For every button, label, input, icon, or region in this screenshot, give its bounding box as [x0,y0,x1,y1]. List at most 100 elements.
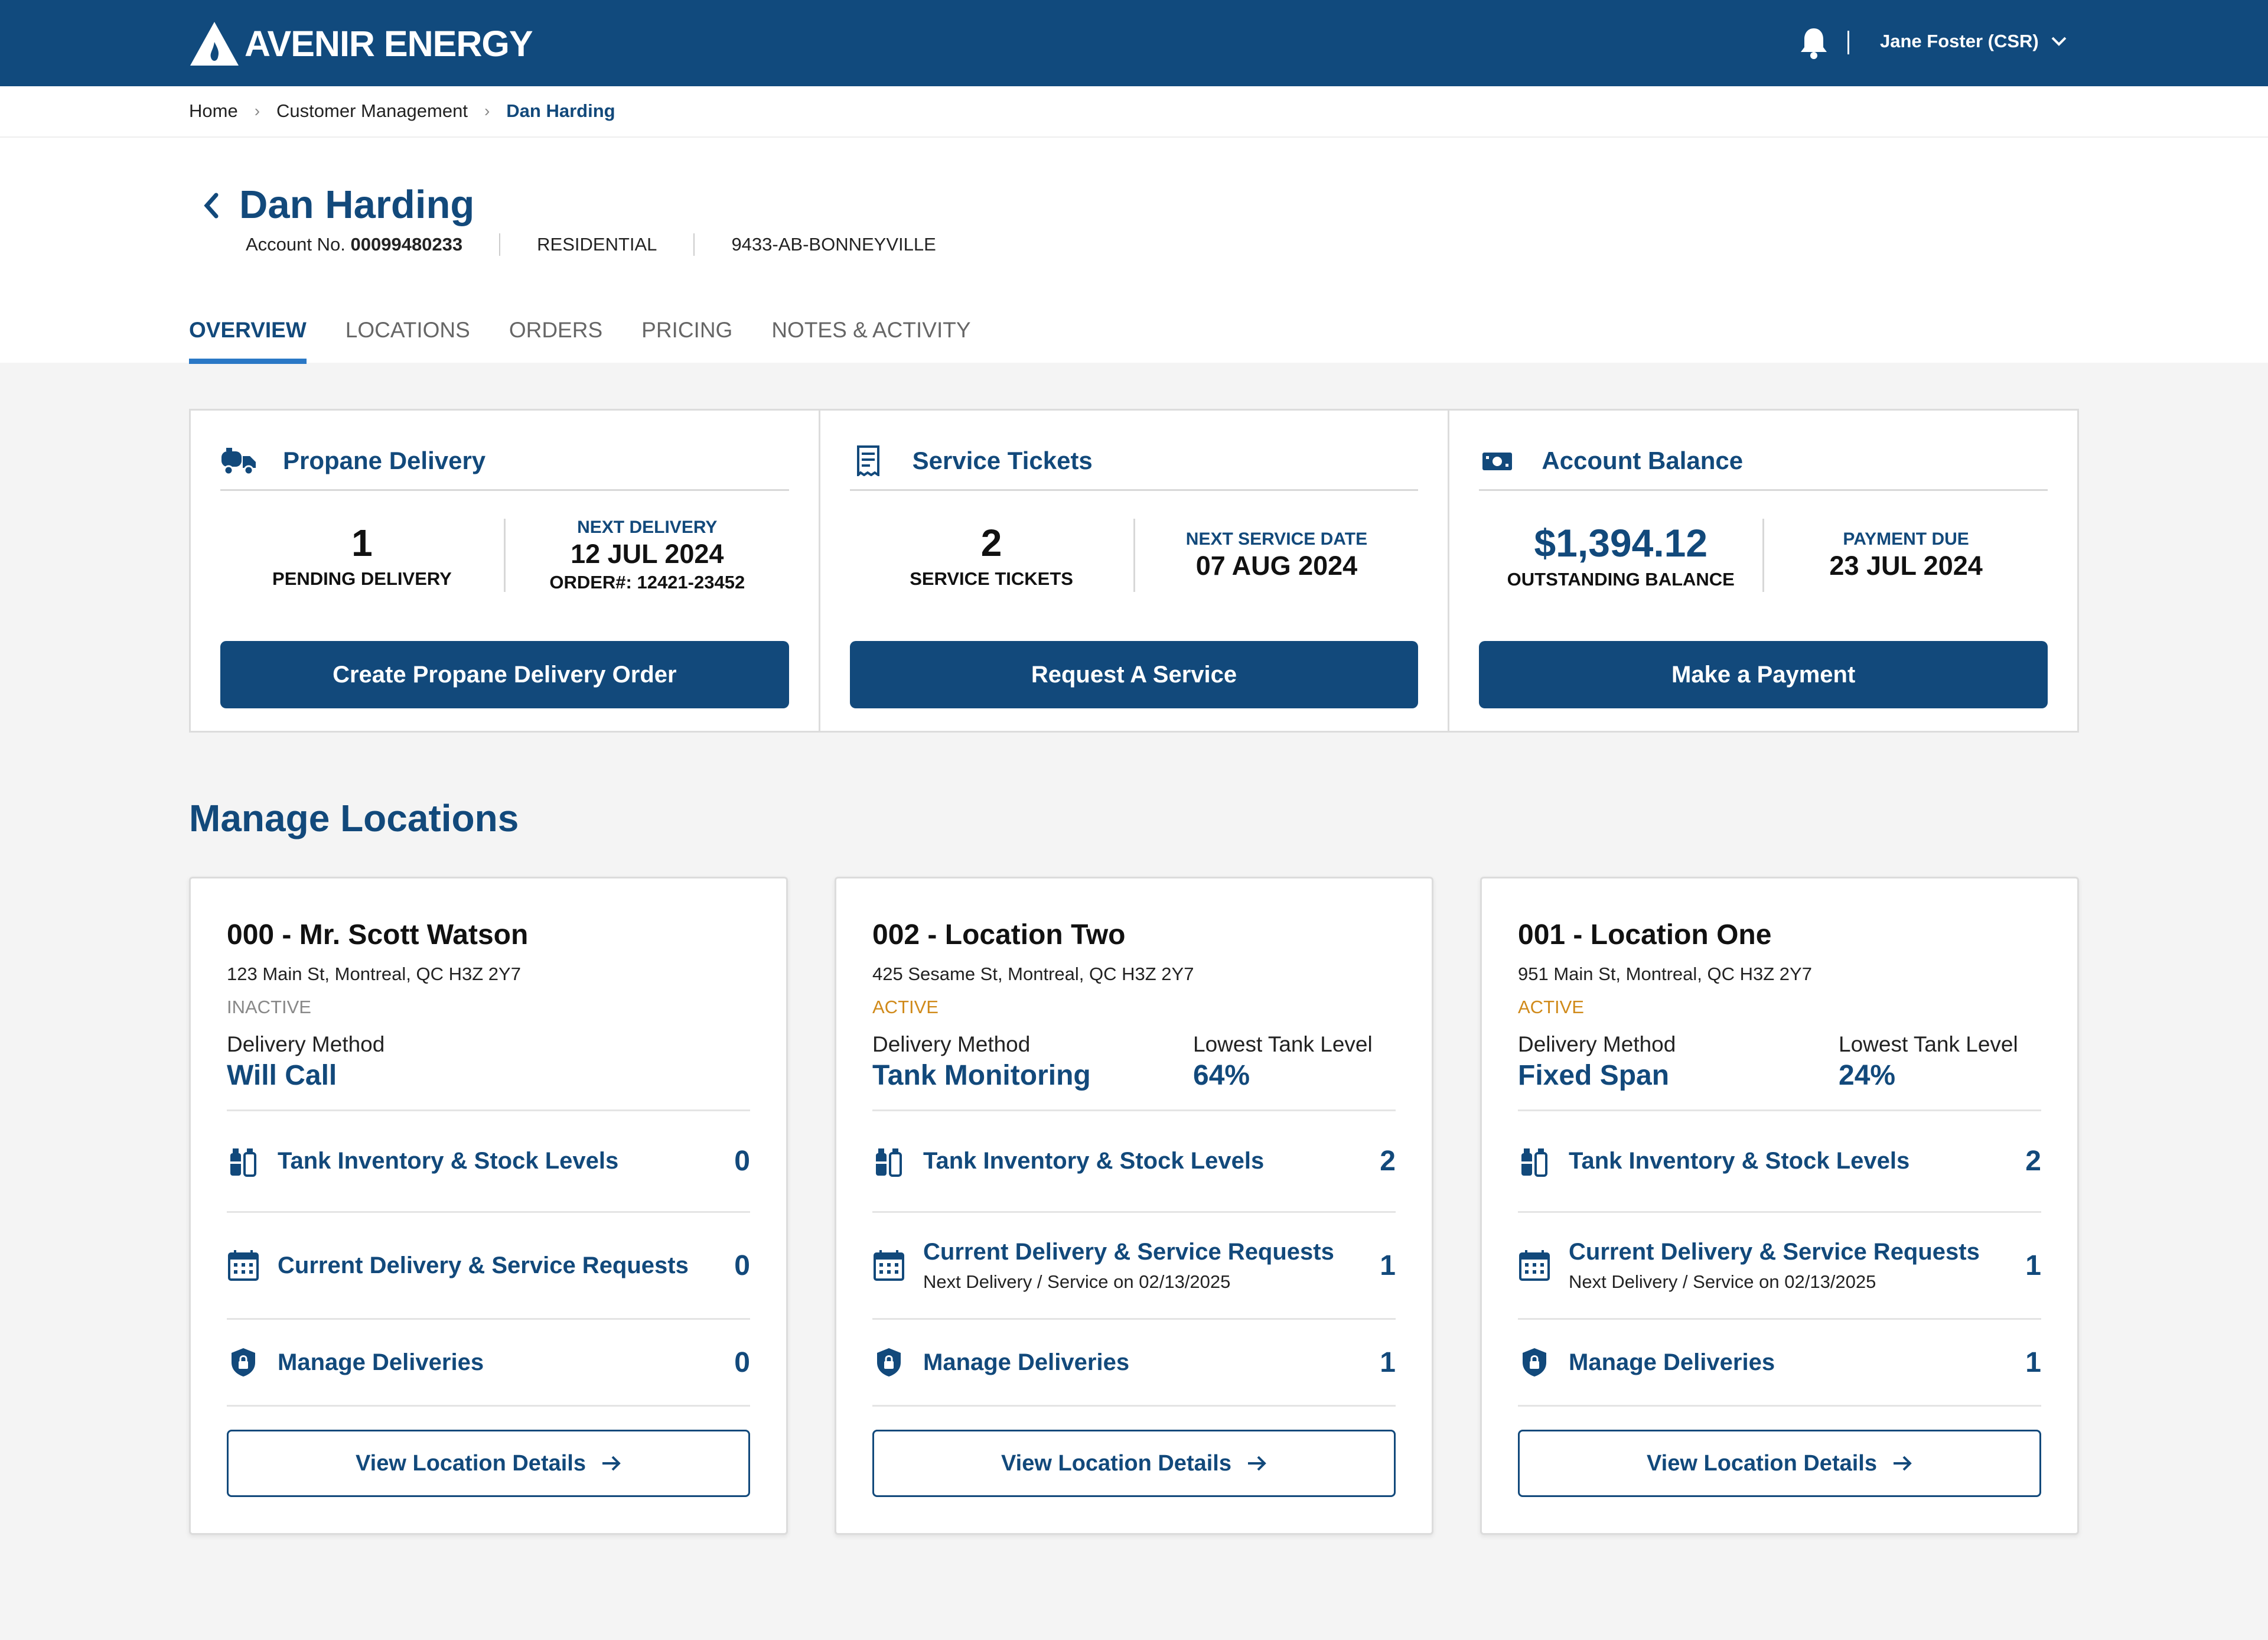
shield-lock-icon [877,1348,901,1377]
arrow-right-icon [1247,1456,1266,1471]
delivery-truck-icon [221,447,256,475]
row-label: Manage Deliveries [923,1349,1130,1375]
row-label: Manage Deliveries [278,1349,484,1375]
location-card: 000 - Mr. Scott Watson 123 Main St, Mont… [189,877,788,1535]
customer-region: 9433-AB-BONNEYVILLE [731,234,936,255]
lowest-tank-level-value: 64% [1193,1060,1250,1091]
manage-locations-title: Manage Locations [189,797,519,839]
view-location-details-button[interactable]: View Location Details [227,1430,750,1497]
make-payment-button[interactable]: Make a Payment [1479,641,2048,708]
brand-name: AVENIR ENERGY [245,24,533,64]
calendar-icon [874,1250,904,1281]
notification-bell-icon[interactable] [1798,26,1829,60]
delivery-method-value: Will Call [227,1060,337,1091]
cash-icon [1482,452,1513,470]
lowest-tank-level-label: Lowest Tank Level [1839,1032,2018,1056]
brand-logo[interactable]: AVENIR ENERGY [189,20,533,67]
user-name: Jane Foster (CSR) [1880,31,2039,51]
user-menu[interactable]: Jane Foster (CSR) [1880,31,2067,52]
tab-bar: OVERVIEW LOCATIONS ORDERS PRICING NOTES … [189,318,1010,364]
customer-header-area [0,86,2268,363]
tank-inventory-row[interactable]: Tank Inventory & Stock Levels 2 [1518,1109,2041,1211]
location-name: 002 - Location Two [872,919,1126,951]
account-summary-panel: Propane Delivery 1 PENDING DELIVERY NEXT… [189,409,2079,733]
row-label: Tank Inventory & Stock Levels [278,1148,619,1174]
back-arrow-icon[interactable] [198,188,222,223]
receipt-icon [856,445,879,476]
button-label: View Location Details [356,1450,586,1476]
service-ticket-count: 2 [980,522,1002,564]
panel-title: Account Balance [1542,446,1744,474]
location-card: 001 - Location One 951 Main St, Montreal… [1480,877,2079,1535]
button-label: View Location Details [1001,1450,1231,1476]
row-count: 1 [2025,1249,2041,1281]
row-sublabel: Next Delivery / Service on 02/13/2025 [923,1271,1231,1292]
location-address: 425 Sesame St, Montreal, QC H3Z 2Y7 [872,964,1194,984]
tank-inventory-row[interactable]: Tank Inventory & Stock Levels 0 [227,1109,750,1211]
row-count: 1 [1380,1249,1396,1281]
breadcrumb-home[interactable]: Home [189,100,238,121]
delivery-method-value: Fixed Span [1518,1060,1670,1091]
status-badge: ACTIVE [872,997,939,1017]
manage-deliveries-row[interactable]: Manage Deliveries 0 [227,1318,750,1405]
service-tickets-panel: Service Tickets 2 SERVICE TICKETS NEXT S… [820,411,1450,731]
divider [693,233,695,256]
tab-notes-activity[interactable]: NOTES & ACTIVITY [771,318,971,342]
top-header: AVENIR ENERGY Jane Foster (CSR) [0,0,2268,86]
view-location-details-button[interactable]: View Location Details [872,1430,1396,1497]
chevron-right-icon: › [254,102,260,120]
row-label: Current Delivery & Service Requests [923,1238,1334,1265]
tab-pricing[interactable]: PRICING [641,318,733,342]
breadcrumb-customer-management[interactable]: Customer Management [276,100,468,121]
propane-delivery-panel: Propane Delivery 1 PENDING DELIVERY NEXT… [191,411,820,731]
location-address: 951 Main St, Montreal, QC H3Z 2Y7 [1518,964,1812,984]
row-count: 0 [734,1146,750,1177]
row-count: 1 [1380,1346,1396,1378]
view-location-details-button[interactable]: View Location Details [1518,1430,2041,1497]
next-delivery-date: 12 JUL 2024 [571,539,724,569]
panel-title: Service Tickets [912,446,1093,474]
row-count: 1 [2025,1346,2041,1378]
propane-tank-icon [876,1148,902,1177]
tab-overview[interactable]: OVERVIEW [189,318,307,364]
location-address: 123 Main St, Montreal, QC H3Z 2Y7 [227,964,521,984]
request-service-button[interactable]: Request A Service [849,641,1419,708]
tab-locations[interactable]: LOCATIONS [345,318,470,342]
account-balance-panel: Account Balance $1,394.12 OUTSTANDING BA… [1449,411,2077,731]
panel-body: 1 PENDING DELIVERY NEXT DELIVERY 12 JUL … [220,511,789,600]
arrow-right-icon [602,1456,621,1471]
delivery-service-requests-row[interactable]: Current Delivery & Service Requests 0 [227,1211,750,1318]
divider [1133,519,1135,592]
shield-lock-icon [1523,1348,1546,1377]
manage-deliveries-row[interactable]: Manage Deliveries 1 [1518,1318,2041,1405]
row-count: 2 [2025,1146,2041,1177]
divider [0,136,2268,138]
arrow-right-icon [1893,1456,1912,1471]
next-service-label: NEXT SERVICE DATE [1185,529,1368,549]
customer-type: RESIDENTIAL [537,234,657,255]
tank-inventory-row[interactable]: Tank Inventory & Stock Levels 2 [872,1109,1396,1211]
payment-due-date: 23 JUL 2024 [1829,551,1983,581]
lowest-tank-level-value: 24% [1839,1060,1896,1091]
panel-header: Propane Delivery [220,432,789,491]
delivery-method-label: Delivery Method [1518,1032,1676,1056]
shield-lock-icon [232,1348,255,1377]
outstanding-balance-label: OUTSTANDING BALANCE [1507,569,1735,590]
next-delivery-label: NEXT DELIVERY [577,518,718,537]
delivery-service-requests-row[interactable]: Current Delivery & Service Requests Next… [872,1211,1396,1318]
manage-deliveries-row[interactable]: Manage Deliveries 1 [872,1318,1396,1405]
tab-orders[interactable]: ORDERS [509,318,603,342]
breadcrumb: Home › Customer Management › Dan Harding [189,99,615,123]
row-count: 0 [734,1249,750,1281]
row-sublabel: Next Delivery / Service on 02/13/2025 [1569,1271,1876,1292]
row-label: Manage Deliveries [1569,1349,1775,1375]
panel-body: $1,394.12 OUTSTANDING BALANCE PAYMENT DU… [1479,511,2048,600]
location-card: 002 - Location Two 425 Sesame St, Montre… [835,877,1433,1535]
create-propane-order-button[interactable]: Create Propane Delivery Order [220,641,789,708]
status-badge: INACTIVE [227,997,311,1017]
chevron-right-icon: › [484,102,490,120]
propane-tank-icon [1521,1148,1547,1177]
divider [872,1405,1396,1407]
divider [227,1405,750,1407]
delivery-service-requests-row[interactable]: Current Delivery & Service Requests Next… [1518,1211,2041,1318]
